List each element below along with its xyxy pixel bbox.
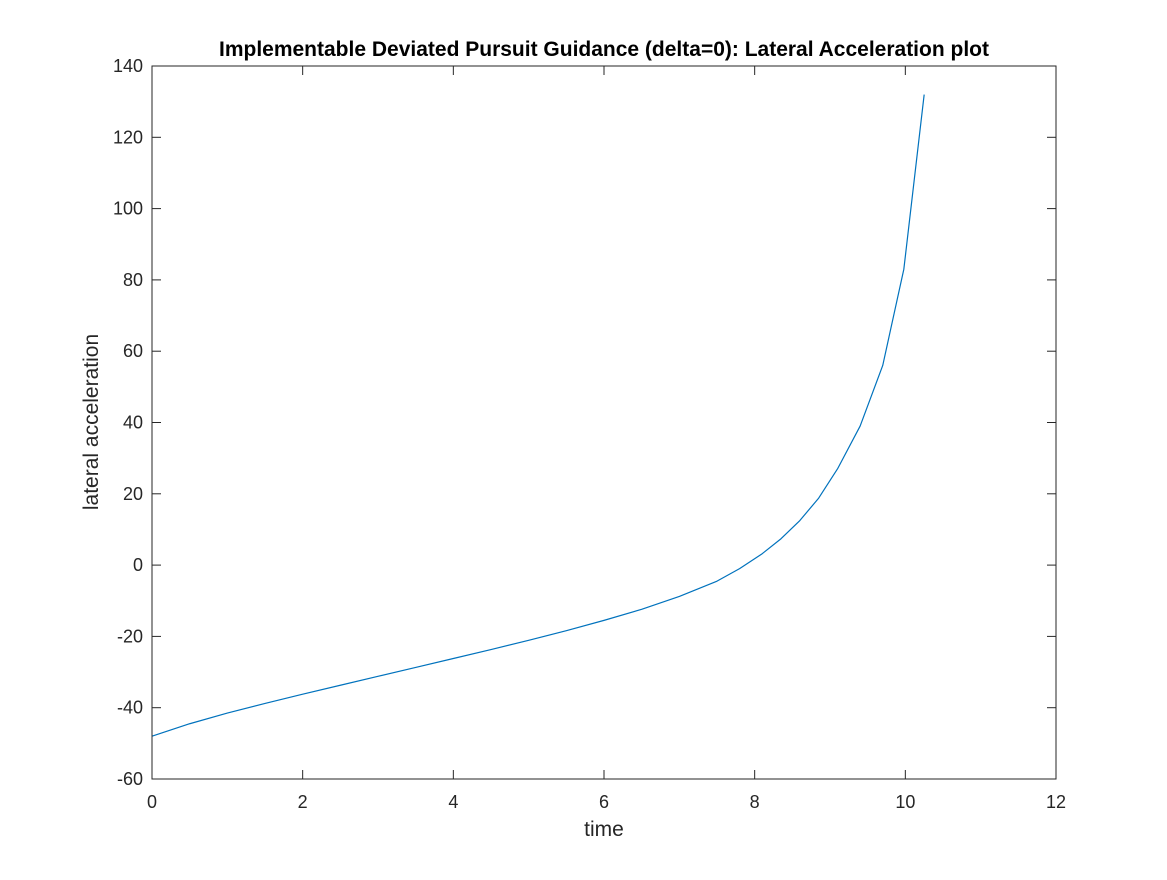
plot-area — [152, 66, 1056, 779]
axes-box — [151, 65, 1057, 780]
tick-labels: 0 2 4 6 8 10 12 -60 -40 -20 0 20 40 60 80 100 120 140 — [113, 56, 1066, 812]
y-tick-label: -20 — [117, 626, 143, 646]
y-tick-label: 20 — [123, 484, 143, 504]
y-tick-label: 100 — [113, 199, 143, 219]
y-tick-label: -40 — [117, 698, 143, 718]
x-tick-label: 6 — [599, 792, 609, 812]
y-tick-label: 60 — [123, 341, 143, 361]
x-tick-label: 12 — [1046, 792, 1066, 812]
x-tick-label: 10 — [895, 792, 915, 812]
y-tick-label: 80 — [123, 270, 143, 290]
x-tick-label: 4 — [448, 792, 458, 812]
series-layer — [151, 94, 925, 737]
chart-title: Implementable Deviated Pursuit Guidance … — [219, 38, 989, 61]
y-tick-label: 0 — [133, 555, 143, 575]
x-axis-label: time — [584, 818, 624, 841]
y-tick-label: 40 — [123, 413, 143, 433]
y-tick-label: 140 — [113, 56, 143, 76]
x-tick-label: 0 — [147, 792, 157, 812]
y-tick-label: -60 — [117, 769, 143, 789]
y-axis-label: lateral acceleration — [80, 334, 103, 510]
series-line-0 — [151, 94, 925, 737]
x-tick-label: 2 — [298, 792, 308, 812]
y-tick-label: 120 — [113, 127, 143, 147]
x-tick-label: 8 — [750, 792, 760, 812]
